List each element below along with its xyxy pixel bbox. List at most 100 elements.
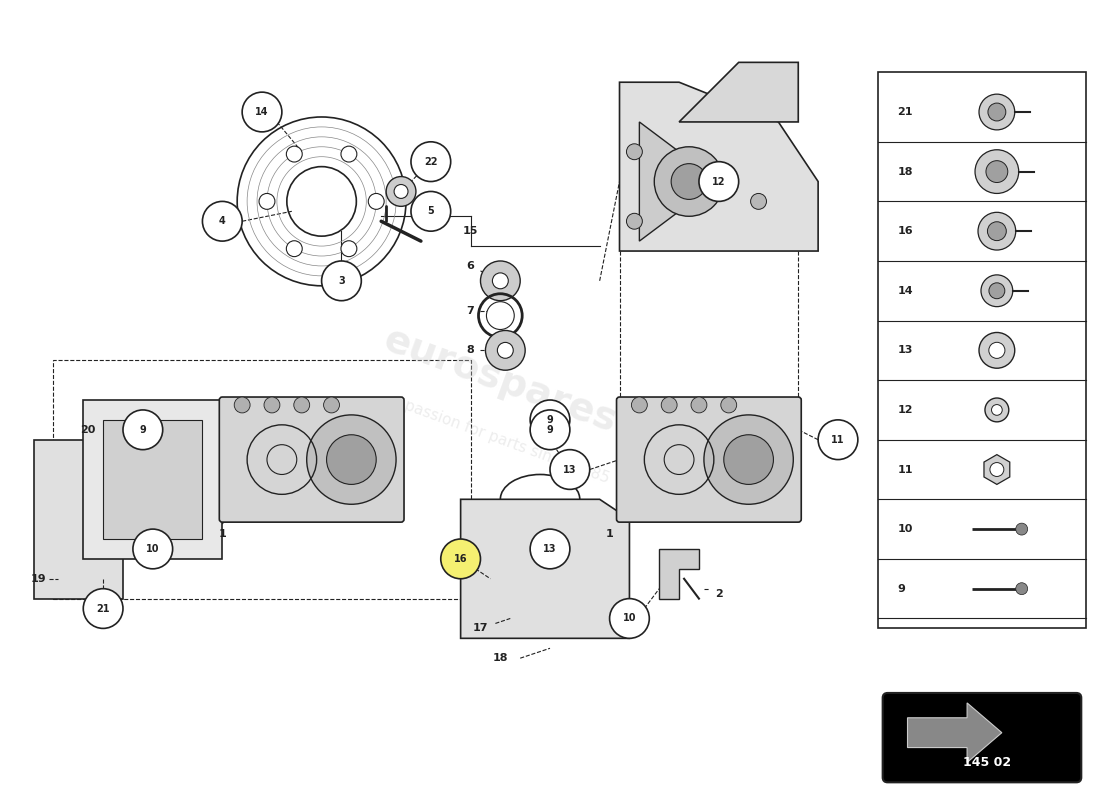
Circle shape [264,397,279,413]
Text: 10: 10 [898,524,913,534]
Text: 9: 9 [547,425,553,434]
Circle shape [530,410,570,450]
Text: 16: 16 [898,226,913,236]
Circle shape [411,142,451,182]
Text: 9: 9 [547,415,553,425]
Circle shape [988,222,1007,241]
Circle shape [990,462,1004,477]
Circle shape [989,342,1005,358]
Circle shape [368,194,384,210]
Circle shape [975,150,1019,194]
Circle shape [986,161,1008,182]
Circle shape [493,273,508,289]
Circle shape [202,202,242,241]
Text: 6: 6 [466,261,474,271]
Polygon shape [639,122,718,241]
Circle shape [394,185,408,198]
Circle shape [123,410,163,450]
Circle shape [258,194,275,210]
Circle shape [242,92,282,132]
Text: 1: 1 [606,529,614,539]
Circle shape [550,450,590,490]
Circle shape [979,333,1014,368]
Circle shape [979,94,1014,130]
Circle shape [327,434,376,485]
Text: a passion for parts since 1985: a passion for parts since 1985 [389,393,612,486]
Text: 7: 7 [466,306,474,316]
Text: 18: 18 [898,166,913,177]
Circle shape [984,398,1009,422]
Circle shape [286,146,302,162]
Text: 5: 5 [428,206,435,216]
Circle shape [989,283,1004,298]
Polygon shape [659,549,698,598]
Text: 3: 3 [338,276,344,286]
Text: 4: 4 [219,216,225,226]
Circle shape [981,275,1013,306]
Circle shape [978,212,1015,250]
Text: eurospares: eurospares [378,320,623,440]
Circle shape [724,434,773,485]
Text: 14: 14 [898,286,913,296]
Circle shape [481,261,520,301]
Circle shape [720,397,737,413]
Polygon shape [461,499,629,638]
Text: 20: 20 [80,425,96,434]
Text: 17: 17 [473,623,488,634]
Text: 22: 22 [425,157,438,166]
Circle shape [323,397,340,413]
Circle shape [661,397,678,413]
Circle shape [321,261,361,301]
Polygon shape [34,440,123,598]
Circle shape [671,164,707,199]
Text: 18: 18 [493,653,508,663]
Circle shape [991,405,1002,415]
FancyBboxPatch shape [882,693,1081,782]
Circle shape [485,330,525,370]
Text: 2: 2 [715,589,723,598]
Text: 12: 12 [712,177,726,186]
Circle shape [286,241,302,257]
Text: 21: 21 [898,107,913,117]
Circle shape [530,400,570,440]
Circle shape [654,146,724,216]
Circle shape [307,415,396,504]
Circle shape [1015,523,1027,535]
Text: 13: 13 [563,465,576,474]
Text: 1: 1 [219,529,227,539]
Circle shape [294,397,310,413]
Text: 14: 14 [255,107,268,117]
Text: 145 02: 145 02 [962,756,1011,769]
Polygon shape [84,400,222,559]
Text: 19: 19 [31,574,46,584]
Circle shape [627,214,642,229]
Text: 11: 11 [832,434,845,445]
Text: 13: 13 [543,544,557,554]
Circle shape [818,420,858,459]
Circle shape [341,241,356,257]
Circle shape [497,342,514,358]
Circle shape [988,103,1005,121]
Polygon shape [984,454,1010,485]
Circle shape [691,397,707,413]
Polygon shape [908,703,1002,762]
Circle shape [750,194,767,210]
FancyBboxPatch shape [616,397,801,522]
Text: 9: 9 [898,584,905,594]
Text: 12: 12 [898,405,913,415]
Polygon shape [679,62,799,122]
Text: 10: 10 [623,614,636,623]
Circle shape [1015,582,1027,594]
Bar [54,360,471,598]
Text: 16: 16 [454,554,467,564]
Circle shape [631,397,647,413]
Circle shape [84,589,123,629]
Text: 21: 21 [97,603,110,614]
Text: 10: 10 [146,544,160,554]
Text: 15: 15 [463,226,478,236]
Circle shape [698,162,739,202]
Circle shape [411,191,451,231]
Circle shape [609,598,649,638]
Text: 8: 8 [466,346,474,355]
Circle shape [341,146,356,162]
